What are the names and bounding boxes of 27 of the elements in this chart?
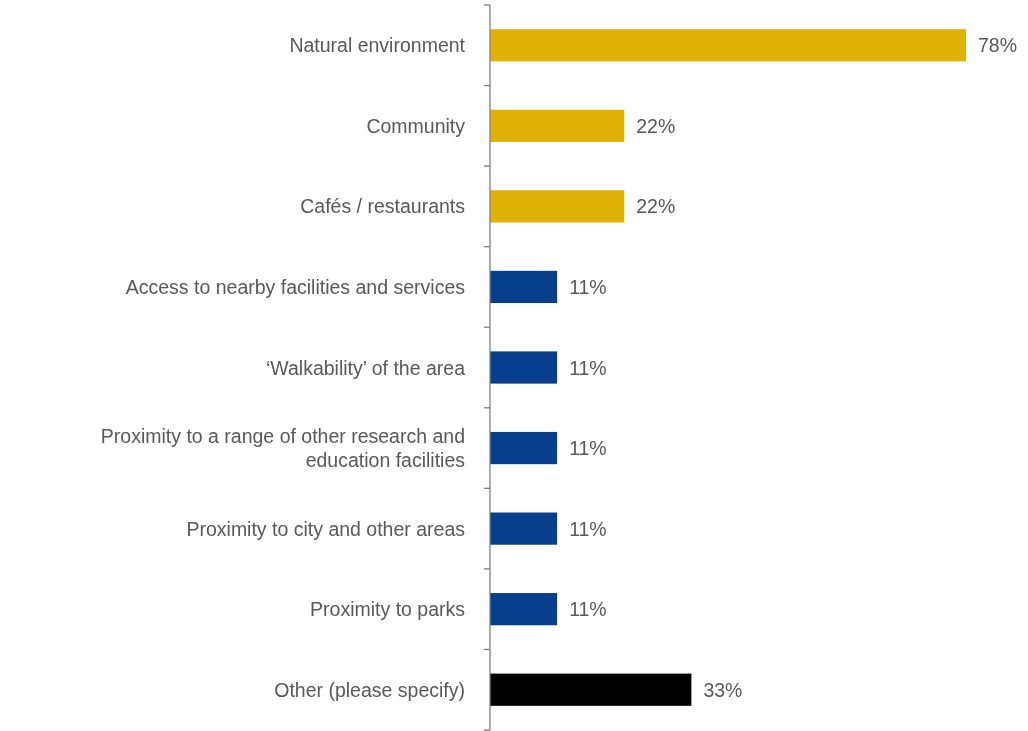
y-tick-label: Proximity to parks (310, 598, 466, 621)
y-tick-label: Community (366, 114, 466, 137)
bar (490, 29, 966, 62)
bar (490, 190, 625, 223)
bar (490, 109, 625, 142)
data-label: 11% (569, 356, 607, 379)
y-tick-label: Access to nearby facilities and services (125, 275, 466, 298)
bar (490, 673, 692, 706)
data-label: 11% (569, 437, 607, 460)
data-label: 11% (569, 275, 607, 298)
data-label: 22% (636, 195, 676, 218)
bar (490, 431, 558, 465)
data-label: 11% (569, 517, 607, 540)
y-tick-label: Proximity to a range of other research and education facilities (100, 425, 466, 472)
y-tick-label: Natural environment (289, 34, 466, 57)
bar (490, 351, 558, 384)
y-tick-label: Proximity to city and other areas (186, 517, 466, 540)
data-label: 78% (978, 34, 1018, 57)
y-tick-label: Cafés / restaurants (300, 195, 466, 218)
bar (490, 270, 558, 304)
data-label: 11% (569, 598, 607, 621)
data-label: 33% (703, 678, 743, 701)
bar (490, 512, 558, 545)
bar (490, 593, 558, 626)
y-tick-label: Other (please specify) (274, 678, 465, 701)
data-label: 22% (636, 114, 676, 137)
y-tick-label: ‘Walkability’ of the area (265, 356, 466, 379)
